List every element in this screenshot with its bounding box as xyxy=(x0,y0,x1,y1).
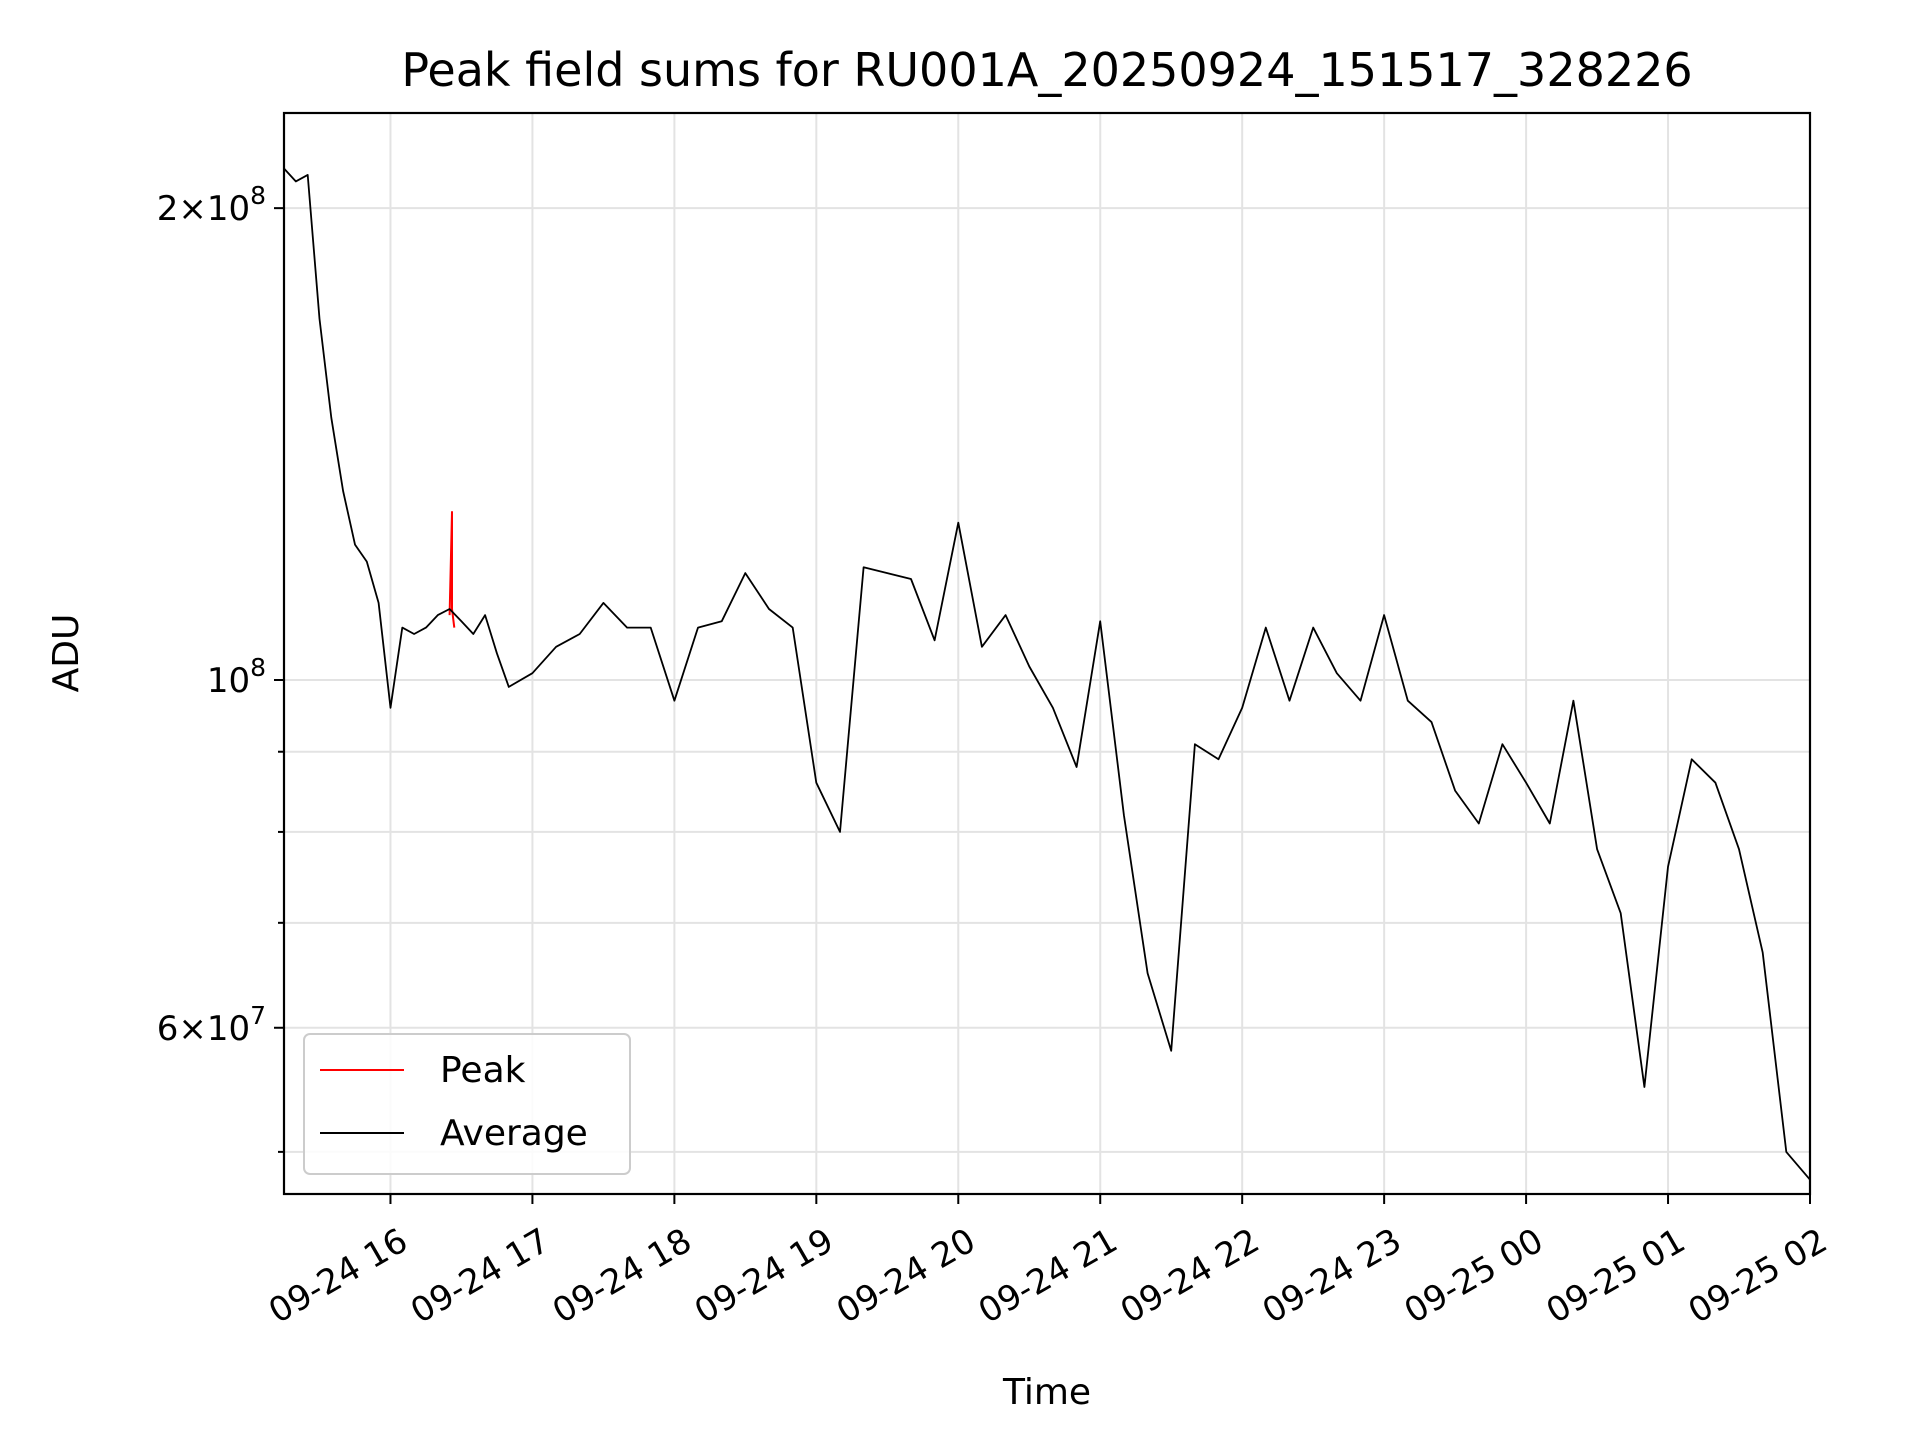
y-tick-label: 6×107 xyxy=(157,1001,266,1049)
series-line-peak xyxy=(448,511,456,628)
y-tick-label: 2×108 xyxy=(157,181,266,229)
legend-label-peak: Peak xyxy=(440,1050,526,1091)
x-axis-label: Time xyxy=(1002,1372,1091,1413)
legend-label-average: Average xyxy=(440,1113,588,1154)
series-line-average xyxy=(283,167,1811,1181)
legend: Peak Average xyxy=(303,1033,631,1175)
plot-frame xyxy=(282,111,1812,1196)
series-layer xyxy=(283,167,1811,1181)
y-axis-label: ADU xyxy=(46,614,87,693)
chart-title: Peak field sums for RU001A_20250924_1515… xyxy=(401,43,1692,97)
